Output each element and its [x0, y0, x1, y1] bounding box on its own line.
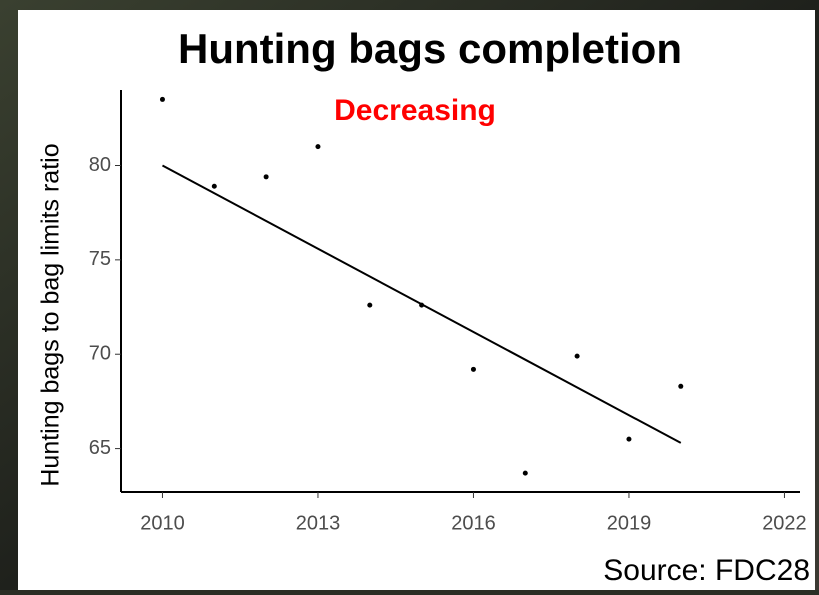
- chart-title: Hunting bags completion: [178, 25, 682, 72]
- y-axis-label: Hunting bags to bag limits ratio: [37, 143, 65, 486]
- y-tick-label: 80: [89, 154, 111, 176]
- y-tick-label: 70: [89, 343, 111, 365]
- source: Source: FDC28: [603, 554, 810, 587]
- point: [419, 302, 425, 308]
- point: [522, 470, 528, 476]
- point: [315, 144, 321, 150]
- point: [263, 174, 269, 180]
- x-tick-label: 2016: [451, 512, 496, 534]
- y-tick-label: 75: [89, 248, 111, 270]
- point: [367, 302, 373, 308]
- chart-panel: [18, 10, 815, 590]
- x-tick-label: 2010: [140, 512, 185, 534]
- y-tick-label: 65: [89, 437, 111, 459]
- x-tick-label: 2019: [607, 512, 652, 534]
- point: [159, 96, 165, 102]
- annotation: Decreasing: [334, 94, 496, 127]
- point: [574, 353, 580, 359]
- point: [678, 383, 684, 389]
- point: [626, 436, 632, 442]
- point: [211, 183, 217, 189]
- x-tick-label: 2013: [296, 512, 341, 534]
- x-tick-label: 2022: [762, 512, 807, 534]
- point: [470, 366, 476, 372]
